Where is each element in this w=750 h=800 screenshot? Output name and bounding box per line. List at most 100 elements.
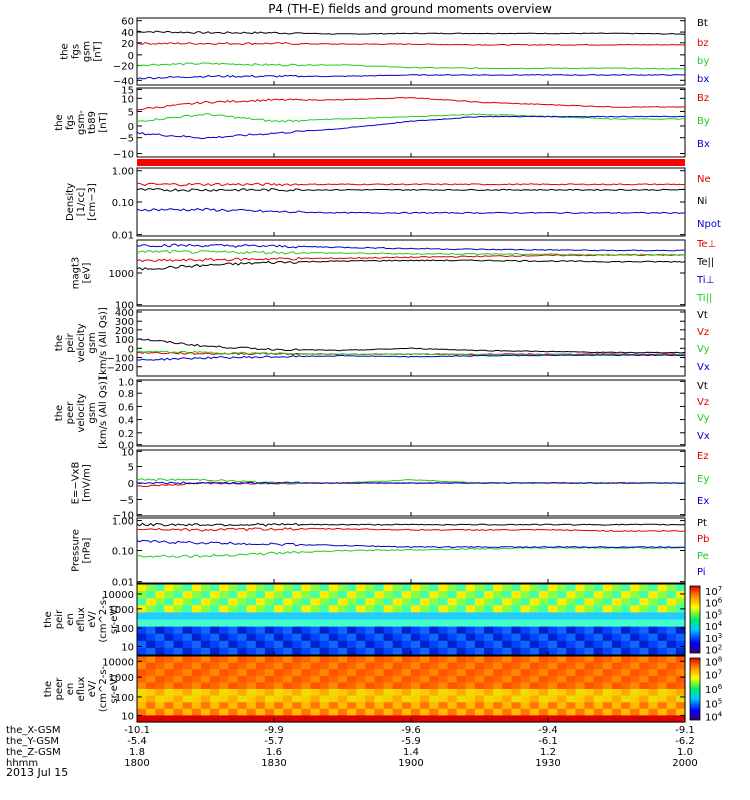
spectrogram-cell: [383, 612, 394, 621]
spectrogram-cell: [137, 591, 147, 599]
spectrogram-cell: [401, 662, 412, 670]
spectrogram-cell: [520, 656, 531, 664]
spectrogram-cell: [465, 591, 476, 599]
spectrogram-cell: [502, 598, 513, 606]
legend-Vt: Vt: [697, 310, 708, 321]
spectrogram-cell: [575, 598, 586, 606]
spectrogram-cell: [146, 702, 156, 710]
spectrogram-cell: [191, 640, 202, 649]
spectrogram-cell: [146, 695, 156, 703]
spectrogram-cell: [146, 708, 156, 716]
spectrogram-cell: [182, 598, 193, 606]
spectrogram-cell: [155, 591, 165, 599]
spectrogram-cell: [611, 675, 622, 683]
spectrogram-cell: [438, 689, 449, 697]
spectrogram-cell: [529, 626, 540, 635]
spectrogram-cell: [493, 591, 503, 599]
spectrogram-cell: [191, 598, 202, 606]
spectrogram-cell: [274, 669, 284, 677]
spectrogram-cell: [228, 605, 239, 613]
spectrogram-cell: [648, 591, 659, 599]
spectrogram-cell: [301, 662, 312, 670]
spectrogram-cell: [548, 682, 558, 690]
spectrogram-cell: [155, 669, 165, 677]
spectrogram-cell: [465, 708, 476, 716]
spectrogram-cell: [621, 584, 631, 592]
spectrogram-cell: [529, 647, 540, 656]
spectrogram-cell: [155, 675, 165, 683]
spectrogram-cell: [401, 612, 412, 621]
spectrogram-cell: [374, 695, 385, 703]
spectrogram-cell: [657, 695, 668, 703]
spectrogram-cell: [255, 689, 266, 697]
spectrogram-cell: [529, 702, 540, 710]
spectrogram-cell: [447, 702, 458, 710]
spectrogram-cell: [228, 702, 239, 710]
spectrogram-cell: [502, 682, 513, 690]
time-axis-value: -5.9: [401, 736, 421, 747]
spectrogram-cell: [310, 591, 321, 599]
spectrogram-cell: [137, 584, 147, 592]
spectrogram-cell: [566, 591, 576, 599]
ylabel-line: en: [65, 613, 76, 626]
spectrogram-cell: [219, 640, 229, 649]
spectrogram-cell: [593, 598, 604, 606]
spectrogram-cell: [575, 662, 586, 670]
spectrogram-cell: [465, 598, 476, 606]
spectrogram-cell: [529, 662, 540, 670]
spectrogram-cell: [228, 682, 239, 690]
time-axis-value: 1.6: [266, 747, 282, 758]
spectrogram-cell: [173, 591, 184, 599]
spectrogram-cell: [621, 633, 631, 642]
spectrogram-cell: [538, 715, 549, 723]
ylabel-line: the: [43, 681, 54, 697]
spectrogram-cell: [328, 640, 339, 649]
spectrogram-cell: [200, 662, 211, 670]
spectrogram-cell: [374, 675, 385, 683]
spectrogram-cell: [210, 662, 220, 670]
spectrogram-cell: [611, 619, 622, 628]
spectrogram-cell: [182, 647, 193, 656]
spectrogram-cell: [301, 656, 312, 664]
spectrogram-cell: [484, 633, 494, 642]
spectrogram-cell: [548, 584, 558, 592]
spectrogram-cell: [401, 675, 412, 683]
spectrogram-cell: [447, 708, 458, 716]
spectrogram-cell: [292, 584, 302, 592]
spectrogram-cell: [365, 633, 376, 642]
spectrogram-cell: [648, 715, 659, 723]
spectrogram-cell: [237, 682, 248, 690]
spectrogram-cell: [137, 633, 147, 642]
spectrogram-cell: [474, 662, 485, 670]
spectrogram-cell: [602, 715, 613, 723]
ylabel-line: Density: [65, 183, 76, 221]
spectrogram-cell: [292, 715, 302, 723]
spectrogram-cell: [648, 682, 659, 690]
spectrogram-cell: [264, 633, 275, 642]
spectrogram-cell: [200, 598, 211, 606]
spectrogram-cell: [465, 647, 476, 656]
spectrogram-cell: [246, 598, 257, 606]
spectrogram-cell: [219, 675, 229, 683]
y-tick-label: 0.10: [112, 198, 134, 209]
colorbar-label: 107: [705, 668, 722, 681]
spectrogram-cell: [219, 633, 229, 642]
spectrogram-cell: [283, 682, 293, 690]
spectrogram-cell: [392, 669, 403, 677]
spectrogram-cell: [337, 675, 348, 683]
spectrogram-cell: [274, 689, 284, 697]
spectrogram-cell: [648, 619, 659, 628]
y-tick-label: 0: [128, 51, 134, 62]
time-axis-value: -9.9: [264, 725, 284, 736]
series-Ex: [136, 481, 686, 485]
spectrogram-cell: [465, 612, 476, 621]
series-Vx: [136, 354, 686, 361]
spectrogram-cell: [675, 626, 686, 635]
spectrogram-cell: [337, 612, 348, 621]
spectrogram-cell: [219, 626, 229, 635]
spectrogram-cell: [246, 682, 257, 690]
spectrogram-cell: [237, 619, 248, 628]
spectrogram-cell: [310, 669, 321, 677]
spectrogram-cell: [365, 605, 376, 613]
spectrogram-cell: [484, 675, 494, 683]
